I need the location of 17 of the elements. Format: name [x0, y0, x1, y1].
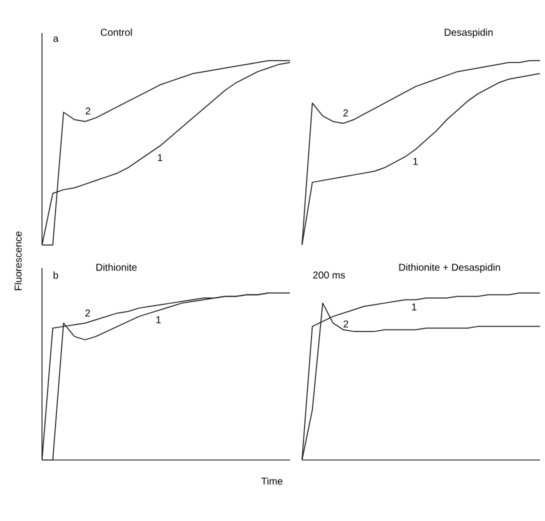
series-label: 2 — [344, 320, 348, 328]
series-label: 2 — [86, 107, 90, 114]
text: a — [53, 36, 59, 42]
text: 200 ms — [313, 272, 345, 279]
chart-title: Control — [100, 28, 132, 36]
y-axis-title: Fluorescence — [14, 232, 22, 290]
series-label: 1 — [412, 304, 416, 310]
series-label: 1 — [413, 158, 418, 165]
chart-title: Desaspidin — [444, 28, 493, 38]
chart-title: Dithionite + Desaspidin — [399, 264, 500, 273]
series-label: 1 — [156, 316, 161, 324]
series-label: 2 — [343, 109, 348, 116]
chart-title: Dithionite — [96, 264, 137, 271]
series-label: 2 — [85, 309, 90, 316]
text: b — [54, 272, 58, 279]
series-label: 1 — [158, 154, 162, 162]
x-axis-title: Time — [261, 477, 282, 485]
